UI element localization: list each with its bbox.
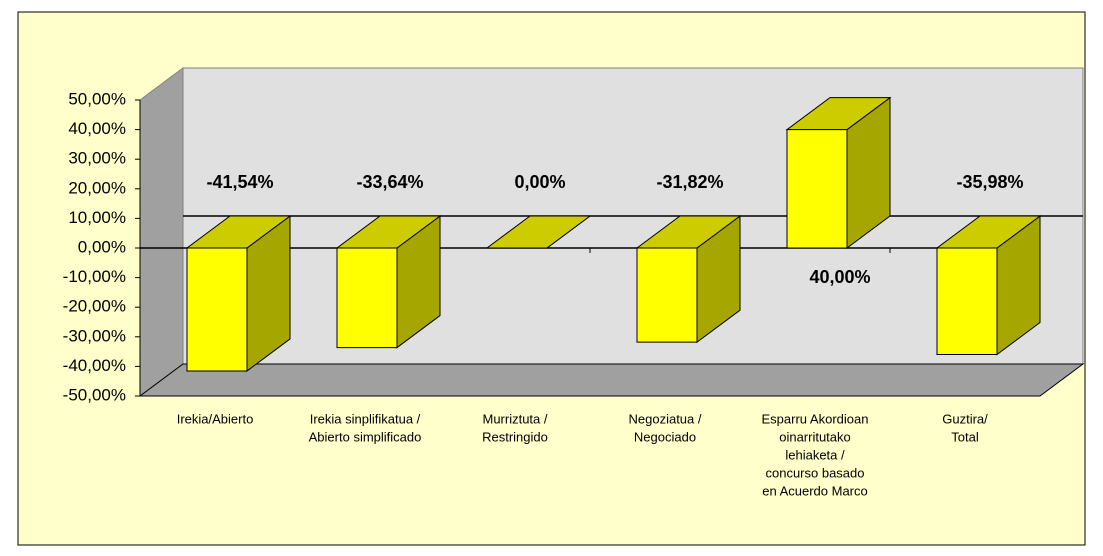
y-tick-label: 20,00% — [68, 178, 126, 197]
value-label: -35,98% — [956, 172, 1023, 192]
x-tick-label: oinarritutako — [779, 429, 851, 444]
y-tick-label: 0,00% — [78, 237, 126, 256]
x-tick-label: Negociado — [634, 429, 696, 444]
x-tick-label: Abierto simplificado — [309, 429, 422, 444]
y-tick-label: -30,00% — [63, 326, 126, 345]
x-tick-label: Irekia sinplifikatua / — [310, 411, 421, 426]
y-tick-label: 30,00% — [68, 149, 126, 168]
floor — [138, 363, 1085, 397]
x-tick-label: Negoziatua / — [629, 411, 702, 426]
bar-front — [936, 247, 998, 356]
x-tick-label: lehiaketa / — [785, 447, 845, 462]
bar — [635, 215, 742, 344]
value-label: -41,54% — [206, 172, 273, 192]
value-label: 40,00% — [809, 267, 870, 287]
y-tick-label: 40,00% — [68, 119, 126, 138]
bar-front — [336, 247, 398, 349]
bar — [935, 215, 1042, 356]
bar-front — [186, 247, 248, 372]
x-tick-label: Esparru Akordioan — [762, 411, 869, 426]
y-tick-label: -10,00% — [63, 267, 126, 286]
x-tick-label: Restringido — [482, 429, 548, 444]
bar-front — [636, 247, 698, 343]
x-tick-label: Guztira/ — [942, 411, 988, 426]
y-tick-label: 10,00% — [68, 208, 126, 227]
bar-front — [786, 129, 848, 249]
x-tick-label: concurso basado — [765, 465, 864, 480]
x-tick-label: Murriztuta / — [482, 411, 547, 426]
bar — [335, 215, 442, 349]
y-tick-label: 50,00% — [68, 89, 126, 108]
y-tick-label: -40,00% — [63, 356, 126, 375]
value-label: -31,82% — [656, 172, 723, 192]
x-tick-label: Total — [951, 429, 979, 444]
bar — [785, 96, 892, 249]
bar — [185, 215, 292, 372]
value-label: -33,64% — [356, 172, 423, 192]
y-tick-label: -20,00% — [63, 297, 126, 316]
y-tick-label: -50,00% — [63, 385, 126, 404]
x-tick-label: Irekia/Abierto — [177, 411, 254, 426]
x-tick-label: en Acuerdo Marco — [762, 483, 868, 498]
bar — [485, 215, 592, 249]
side-wall — [139, 67, 184, 397]
value-label: 0,00% — [514, 172, 565, 192]
